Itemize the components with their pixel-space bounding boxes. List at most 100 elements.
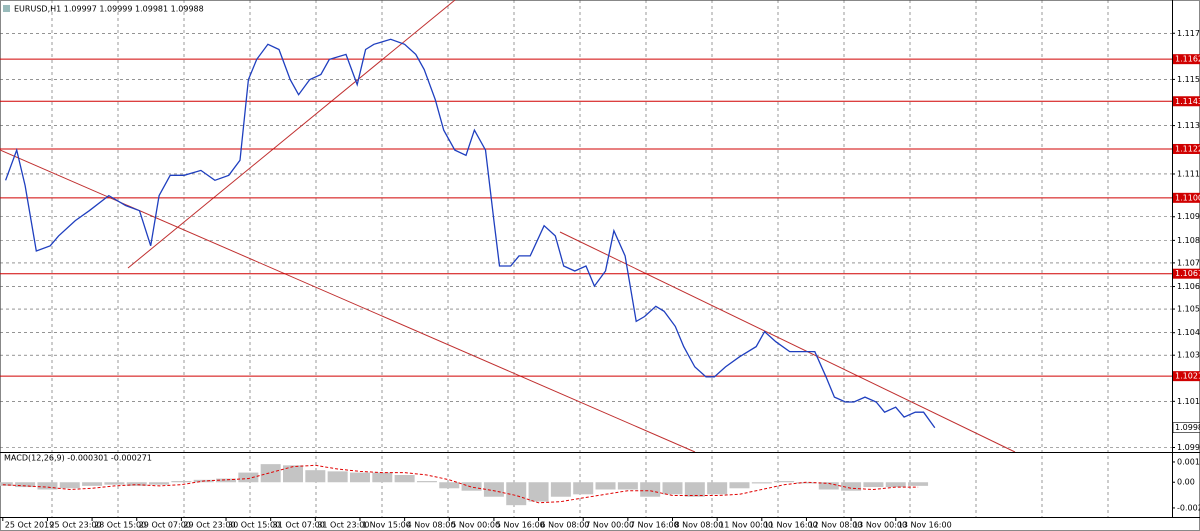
macd-bar (751, 482, 772, 484)
y-tick-label: 1.11535 (1177, 75, 1200, 84)
level-label: 1.10217 (1175, 372, 1200, 381)
x-tick-label: 1 Nov 15:00 (362, 521, 411, 530)
x-tick-label: 13 Nov 16:00 (898, 521, 952, 530)
macd-bar (573, 482, 594, 495)
macd-bar (104, 482, 125, 485)
macd-bar (796, 482, 817, 484)
y-tick-label: -0.00213 (1177, 503, 1200, 512)
y-tick-label: 1.10720 (1177, 258, 1200, 267)
x-tick-label: 29 Oct 23:00 (183, 521, 235, 530)
y-tick-label: 1.09900 (1177, 443, 1200, 452)
x-tick-label: 31 Oct 23:00 (317, 521, 369, 530)
macd-bar (82, 482, 103, 486)
y-tick-label: 1.11115 (1177, 169, 1200, 178)
level-label: 1.11438 (1175, 97, 1200, 106)
x-tick-label: 6 Nov 08:00 (541, 521, 590, 530)
macd-bar (774, 481, 795, 483)
x-tick-label: 7 Nov 00:00 (585, 521, 634, 530)
y-tick-label: 1.10925 (1177, 212, 1200, 221)
x-tick-label: 25 Oct 2019 (5, 521, 54, 530)
y-tick-label: 1.10310 (1177, 351, 1200, 360)
trend-line (127, 0, 456, 269)
signal-line (2, 464, 919, 504)
macd-bar (528, 482, 549, 502)
macd-bar (841, 482, 862, 491)
macd-bar (863, 482, 884, 488)
price-line (4, 38, 936, 429)
x-tick-label: 30 Oct 15:00 (228, 521, 280, 530)
indicator-title: MACD(12,26,9) -0.000301 -0.000271 (4, 454, 152, 463)
macd-bar (171, 481, 192, 483)
x-tick-label: 5 Nov 00:00 (451, 521, 500, 530)
macd-bar (595, 482, 616, 490)
macd-bar (149, 482, 170, 485)
level-label-box (1173, 143, 1200, 154)
level-label-box (1173, 54, 1200, 65)
last-price-label: 1.09988 (1175, 423, 1200, 432)
x-tick-label: 5 Nov 16:00 (496, 521, 545, 530)
macd-bar (37, 482, 58, 490)
y-tick-label: 1.11330 (1177, 121, 1200, 130)
y-tick-label: 0.00168 (1177, 457, 1200, 466)
y-tick-label: 1.10105 (1177, 397, 1200, 406)
macd-bar (283, 465, 303, 483)
macd-bar (640, 482, 661, 497)
x-tick-label: 12 Nov 08:00 (808, 521, 862, 530)
macd-bar (483, 482, 504, 497)
macd-bar (416, 481, 437, 483)
macd-bar (818, 482, 839, 490)
level-label: 1.11226 (1175, 144, 1200, 153)
x-tick-label: 8 Nov 08:00 (675, 521, 724, 530)
x-tick-label: 13 Nov 00:00 (853, 521, 907, 530)
macd-bar (260, 464, 281, 483)
level-label-box (1173, 371, 1200, 382)
macd-bar (550, 482, 571, 497)
macd-bar (439, 482, 460, 489)
last-price-box (1172, 422, 1200, 433)
macd-bar (238, 472, 259, 483)
macd-bar (372, 472, 393, 483)
macd-bar (617, 482, 638, 490)
level-label-box (1173, 268, 1200, 279)
macd-bar (327, 471, 348, 483)
macd-bar (126, 482, 147, 486)
macd-bar (305, 470, 326, 483)
level-label: 1.11009 (1175, 193, 1200, 202)
chart-title: EURUSD,H1 1.09997 1.09999 1.09981 1.0998… (14, 5, 204, 14)
level-label-box (1173, 192, 1200, 203)
macd-bar (59, 482, 80, 489)
x-tick-label: 4 Nov 08:00 (407, 521, 456, 530)
y-tick-label: 1.10820 (1177, 236, 1200, 245)
level-label: 1.11625 (1175, 55, 1200, 64)
macd-bar (729, 482, 750, 489)
macd-bar (0, 482, 13, 486)
y-tick-label: 1.10515 (1177, 305, 1200, 314)
trend-line (559, 231, 1016, 453)
macd-bar (216, 478, 237, 483)
y-tick-label: 1.10410 (1177, 328, 1200, 337)
x-tick-label: 25 Oct 23:00 (49, 521, 101, 530)
macd-bar (15, 482, 36, 488)
symbol-icon (3, 5, 10, 12)
x-tick-label: 11 Nov 00:00 (719, 521, 773, 530)
x-tick-label: 29 Oct 07:00 (139, 521, 191, 530)
y-tick-label: 1.11740 (1177, 29, 1200, 38)
level-label: 1.10672 (1175, 269, 1200, 278)
x-tick-label: 11 Nov 16:00 (764, 521, 818, 530)
x-tick-label: 7 Nov 16:00 (630, 521, 679, 530)
macd-bar (885, 482, 906, 488)
macd-bar (707, 482, 728, 495)
grid (0, 0, 1172, 517)
macd-bar (506, 482, 527, 506)
macd-bar (461, 482, 482, 491)
macd-bar (394, 475, 415, 483)
level-label-box (1173, 96, 1200, 107)
macd-bar (684, 482, 705, 497)
macd-bar (662, 482, 683, 495)
macd-bar (349, 472, 370, 483)
y-tick-label: 0.00 (1177, 478, 1195, 487)
macd-bar (908, 482, 929, 486)
x-tick-label: 28 Oct 15:00 (94, 521, 146, 530)
